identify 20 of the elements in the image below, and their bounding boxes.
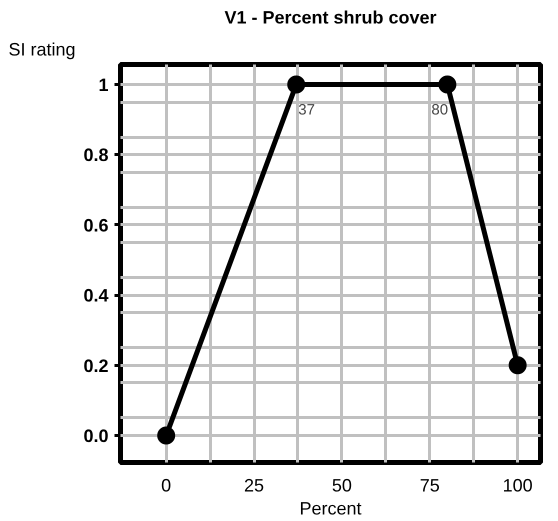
point [287, 76, 306, 94]
point [438, 76, 456, 94]
x-tick-label: 100 [502, 476, 533, 496]
x-tick-label: 75 [420, 476, 440, 496]
y-tick-label: 0.8 [83, 145, 109, 166]
x-axis-title: Percent [299, 498, 362, 518]
x-tick-label: 50 [332, 476, 352, 496]
point [508, 356, 527, 374]
y-tick-label: 1 [98, 75, 109, 96]
chart-title: V1 - Percent shrub cover [224, 8, 437, 28]
y-tick-label: 0.6 [83, 215, 109, 236]
x-tick-label: 25 [244, 476, 264, 496]
y-axis-title: SI rating [8, 40, 76, 60]
annotation: 37 [298, 102, 315, 119]
x-tick-label: 0 [161, 476, 172, 496]
annotation: 80 [431, 102, 448, 119]
y-tick-label: 0.4 [83, 286, 109, 306]
y-tick-label: 0.0 [83, 426, 109, 446]
point [157, 426, 176, 444]
y-tick-label: 0.2 [83, 356, 109, 376]
